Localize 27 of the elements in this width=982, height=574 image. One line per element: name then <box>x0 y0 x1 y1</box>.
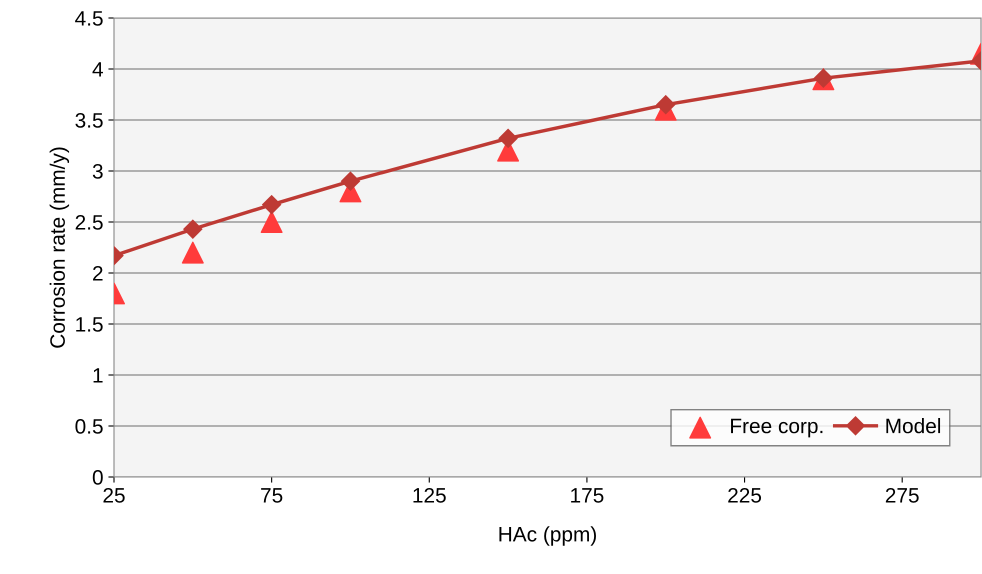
point <box>182 242 204 264</box>
legend-label: Model <box>886 418 940 434</box>
y-axis-title: Corrosion rate (mm/y) <box>50 148 70 348</box>
point <box>260 211 283 233</box>
x-tick-label: 225 <box>728 488 762 503</box>
point <box>183 220 202 239</box>
point <box>262 195 282 214</box>
x-tick-label: 175 <box>571 488 604 503</box>
point <box>340 172 360 191</box>
x-tick-label: 275 <box>886 488 919 503</box>
legend-label: Free corp. <box>731 418 822 438</box>
x-tick-label: 125 <box>413 488 446 503</box>
y-tick-label: 3.5 <box>75 113 103 128</box>
x-axis-title: HAc (ppm) <box>499 526 596 546</box>
y-tick-label: 4.5 <box>75 11 103 26</box>
y-tick-label: 3 <box>92 164 103 179</box>
x-tick-label: 25 <box>103 488 125 503</box>
y-tick-label: 0.5 <box>75 419 103 434</box>
y-tick-label: 4 <box>92 62 103 77</box>
x-tick-label: 75 <box>261 488 282 503</box>
y-tick-label: 2.5 <box>76 215 103 230</box>
point <box>656 95 676 114</box>
y-tick-label: 2 <box>93 266 103 281</box>
point <box>498 128 518 148</box>
y-tick-label: 1.5 <box>76 317 103 332</box>
y-tick-label: 1 <box>94 368 103 383</box>
y-tick-label: 0 <box>92 470 103 485</box>
